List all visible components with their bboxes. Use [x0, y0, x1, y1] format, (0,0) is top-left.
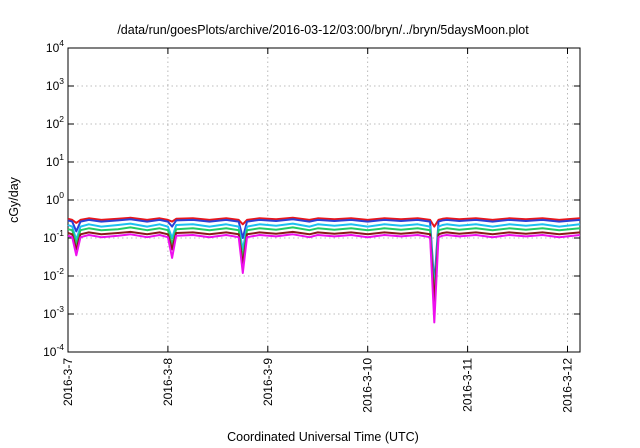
x-tick-label: 2016-3-10: [361, 358, 375, 413]
x-tick-label: 2016-3-11: [461, 358, 475, 412]
y-tick-label: 100: [46, 190, 64, 207]
chart-title: /data/run/goesPlots/archive/2016-03-12/0…: [117, 23, 529, 37]
series-line-3: [67, 222, 581, 293]
y-tick-label: 104: [46, 38, 64, 55]
series-group: [67, 216, 581, 324]
y-tick-label: 101: [46, 152, 64, 169]
x-tick-label: 2016-3-7: [61, 358, 75, 406]
y-tick-label: 10-3: [43, 304, 64, 321]
series-line-6: [67, 233, 581, 324]
x-tick-label: 2016-3-8: [161, 358, 175, 406]
series-line-2: [67, 218, 581, 286]
x-axis-ticks: 2016-3-7 2016-3-8 2016-3-9 2016-3-10 2016-3-…: [61, 48, 575, 413]
y-tick-label: 10-4: [43, 342, 64, 359]
x-tick-label: 2016-3-12: [561, 358, 575, 413]
y-tick-label: 10-1: [43, 228, 64, 245]
series-line-5: [67, 230, 581, 304]
y-axis-label: cGy/day: [7, 176, 21, 223]
y-tick-label: 102: [46, 114, 64, 131]
y-tick-label: 103: [46, 76, 64, 93]
series-line-4: [67, 226, 581, 297]
series-line-1: [67, 216, 581, 228]
y-tick-label: 10-2: [43, 266, 64, 283]
x-axis-label: Coordinated Universal Time (UTC): [227, 430, 419, 444]
grid-lines: [68, 48, 580, 352]
x-tick-label: 2016-3-9: [261, 358, 275, 406]
